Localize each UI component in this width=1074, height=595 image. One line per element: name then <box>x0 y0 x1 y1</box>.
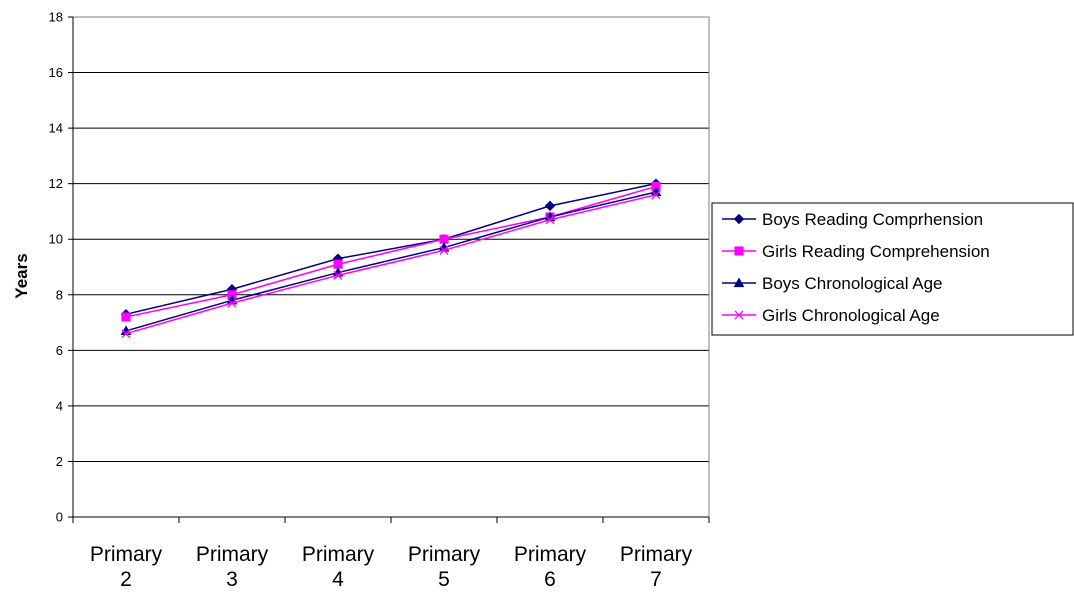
y-tick-label: 8 <box>56 287 63 302</box>
legend-item: Boys Reading Comprhension <box>722 210 983 229</box>
gridlines <box>73 16 709 462</box>
series-3 <box>120 186 662 335</box>
legend-label: Boys Chronological Age <box>762 274 943 293</box>
y-tick-label: 4 <box>56 398 63 413</box>
x-tick-label-line: Primary <box>196 543 269 566</box>
x-tick-label-line: 3 <box>226 568 238 591</box>
data-point-diamond <box>544 200 556 212</box>
y-tick-label: 10 <box>49 232 63 247</box>
y-tick-label: 2 <box>56 454 63 469</box>
x-tick-label: Primary 4 <box>302 543 375 591</box>
series-2 <box>121 181 661 322</box>
data-point-x <box>734 310 744 320</box>
series-1 <box>120 178 662 320</box>
series-line <box>125 194 657 335</box>
legend-item: Boys Chronological Age <box>722 274 943 293</box>
data-point-x <box>545 215 555 225</box>
plot-border <box>73 16 710 517</box>
legend-item: Girls Chronological Age <box>722 306 940 325</box>
data-point-triangle <box>733 277 745 288</box>
legend-item: Girls Reading Comprehension <box>722 242 990 261</box>
legend-label: Girls Reading Comprehension <box>762 242 990 261</box>
series-line <box>125 185 657 318</box>
legend-box <box>711 202 1074 336</box>
x-tick-label-line: 4 <box>332 568 344 591</box>
x-tick-label-line: 6 <box>544 568 556 591</box>
x-tick-label: Primary 3 <box>196 543 269 591</box>
data-point-x <box>227 298 237 308</box>
data-point-diamond <box>733 213 745 225</box>
y-tick-label: 6 <box>56 343 63 358</box>
series-4 <box>121 190 661 339</box>
data-point-x <box>439 245 449 255</box>
data-point-square <box>734 246 744 256</box>
x-tick-label-line: Primary <box>514 543 587 566</box>
y-tick-label: 12 <box>49 176 63 191</box>
series-line <box>125 182 657 315</box>
series-group <box>120 178 662 339</box>
y-tick-label: 16 <box>49 65 63 80</box>
y-tick-label: 18 <box>49 10 63 25</box>
legend: Boys Reading Comprhension Girls Reading C… <box>711 202 1074 336</box>
series-line <box>125 191 657 332</box>
data-point-x <box>333 270 343 280</box>
x-tick-label: Primary 2 <box>90 543 163 591</box>
data-point-x <box>651 190 661 200</box>
data-point-square <box>121 312 131 322</box>
x-tick-label-line: 7 <box>650 568 662 591</box>
x-tick-label: Primary 7 <box>620 543 693 591</box>
x-tick-label-line: Primary <box>408 543 481 566</box>
x-tick-label-line: Primary <box>620 543 693 566</box>
x-tick-label-line: 5 <box>438 568 450 591</box>
x-tick-label-line: Primary <box>302 543 375 566</box>
x-tick-label-line: 2 <box>120 568 132 591</box>
y-axis-title: Years <box>12 253 31 298</box>
y-tick-label: 14 <box>49 121 63 136</box>
x-tick-label: Primary 5 <box>408 543 481 591</box>
x-tick-label: Primary 6 <box>514 543 587 591</box>
y-tick-label: 0 <box>56 510 63 525</box>
legend-label: Boys Reading Comprhension <box>762 210 983 229</box>
legend-label: Girls Chronological Age <box>762 306 940 325</box>
data-point-x <box>121 329 131 339</box>
x-tick-label-line: Primary <box>90 543 163 566</box>
